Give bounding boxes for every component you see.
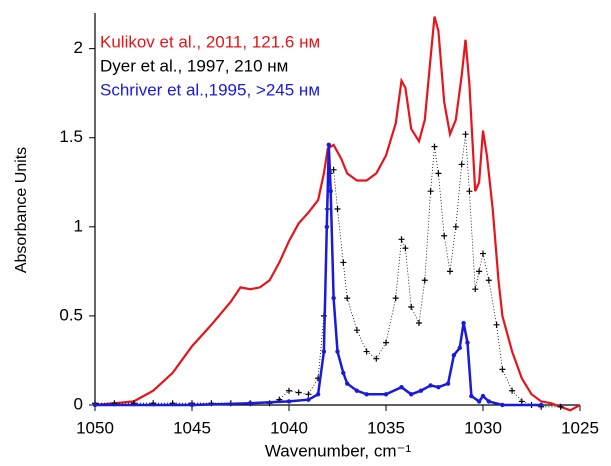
- y-tick-label: 2: [74, 38, 83, 57]
- cross-marker: [408, 304, 415, 310]
- x-tick-label: 1045: [173, 418, 211, 437]
- dot-marker: [465, 340, 470, 345]
- series-line: [94, 16, 581, 412]
- cross-marker: [340, 259, 347, 266]
- dot-marker: [315, 392, 321, 397]
- dot-marker: [354, 388, 360, 393]
- cross-marker: [383, 339, 389, 346]
- dot-marker: [189, 402, 195, 408]
- y-tick-label: 0: [74, 394, 83, 413]
- dot-marker: [539, 402, 544, 408]
- cross-marker: [344, 295, 351, 302]
- x-tick-label: 1050: [76, 418, 114, 437]
- x-tick-label: 1025: [561, 418, 599, 437]
- cross-marker: [373, 355, 380, 362]
- cross-marker: [286, 387, 292, 394]
- cross-marker: [557, 403, 564, 410]
- dot-marker: [457, 345, 462, 351]
- y-tick-label: 0.5: [59, 305, 83, 324]
- cross-marker: [398, 236, 405, 243]
- cross-marker: [480, 250, 486, 257]
- y-tick-label: 1.5: [59, 127, 83, 146]
- cross-marker: [353, 327, 360, 334]
- legend-entry: Kulikov et al., 2011, 121.6 нм: [100, 32, 320, 51]
- cross-marker: [518, 398, 525, 405]
- dot-marker: [335, 349, 340, 354]
- dot-marker: [436, 384, 441, 390]
- dot-marker: [341, 370, 346, 376]
- x-tick-label: 1040: [270, 418, 308, 437]
- dot-marker: [469, 393, 474, 399]
- dot-marker: [306, 397, 311, 402]
- cross-marker: [452, 223, 459, 230]
- dot-marker: [286, 399, 292, 404]
- cross-marker: [476, 268, 483, 275]
- cross-marker: [295, 389, 302, 396]
- dot-marker: [445, 381, 451, 386]
- cross-marker: [330, 166, 337, 173]
- dot-marker: [324, 224, 330, 230]
- cross-marker: [305, 391, 312, 398]
- dot-marker: [409, 392, 414, 397]
- series-line: [95, 134, 561, 408]
- cross-marker: [509, 387, 516, 394]
- dot-marker: [328, 188, 333, 194]
- x-tick-label: 1030: [464, 418, 502, 437]
- dot-marker: [399, 384, 404, 390]
- cross-marker: [392, 295, 399, 302]
- dot-marker: [480, 393, 486, 399]
- cross-marker: [421, 277, 428, 284]
- cross-marker: [499, 366, 506, 373]
- cross-marker: [462, 131, 469, 138]
- dot-marker: [248, 401, 253, 406]
- dot-marker: [331, 295, 336, 301]
- legend-entry: Schriver et al.,1995, >245 нм: [100, 80, 320, 99]
- cross-marker: [485, 277, 492, 284]
- cross-marker: [415, 320, 422, 327]
- dot-marker: [451, 352, 457, 358]
- cross-marker: [363, 348, 370, 355]
- x-tick-label: 1035: [367, 418, 405, 437]
- dot-marker: [326, 142, 331, 148]
- dot-marker: [364, 392, 369, 397]
- dot-marker: [428, 383, 433, 388]
- cross-marker: [427, 188, 434, 195]
- dot-marker: [486, 399, 492, 404]
- dot-marker: [92, 402, 98, 408]
- dot-marker: [418, 388, 424, 393]
- dot-marker: [461, 320, 466, 326]
- cross-marker: [441, 232, 448, 239]
- cross-marker: [472, 286, 479, 293]
- cross-marker: [402, 245, 409, 252]
- cross-marker: [447, 268, 454, 275]
- cross-marker: [334, 206, 341, 212]
- x-axis-label: Wavenumber, cm⁻¹: [265, 441, 412, 460]
- y-tick-label: 1: [74, 216, 83, 235]
- dot-marker: [383, 392, 389, 397]
- cross-marker: [435, 170, 442, 177]
- legend-entry: Dyer et al., 1997, 210 нм: [100, 56, 288, 75]
- cross-marker: [458, 161, 465, 168]
- dot-marker: [345, 381, 350, 386]
- cross-marker: [466, 188, 473, 195]
- cross-marker: [431, 143, 438, 150]
- cross-marker: [493, 321, 500, 328]
- y-axis-label: Absorbance Units: [13, 147, 30, 273]
- dot-marker: [476, 399, 482, 404]
- dot-marker: [321, 349, 327, 354]
- dot-marker: [500, 402, 505, 408]
